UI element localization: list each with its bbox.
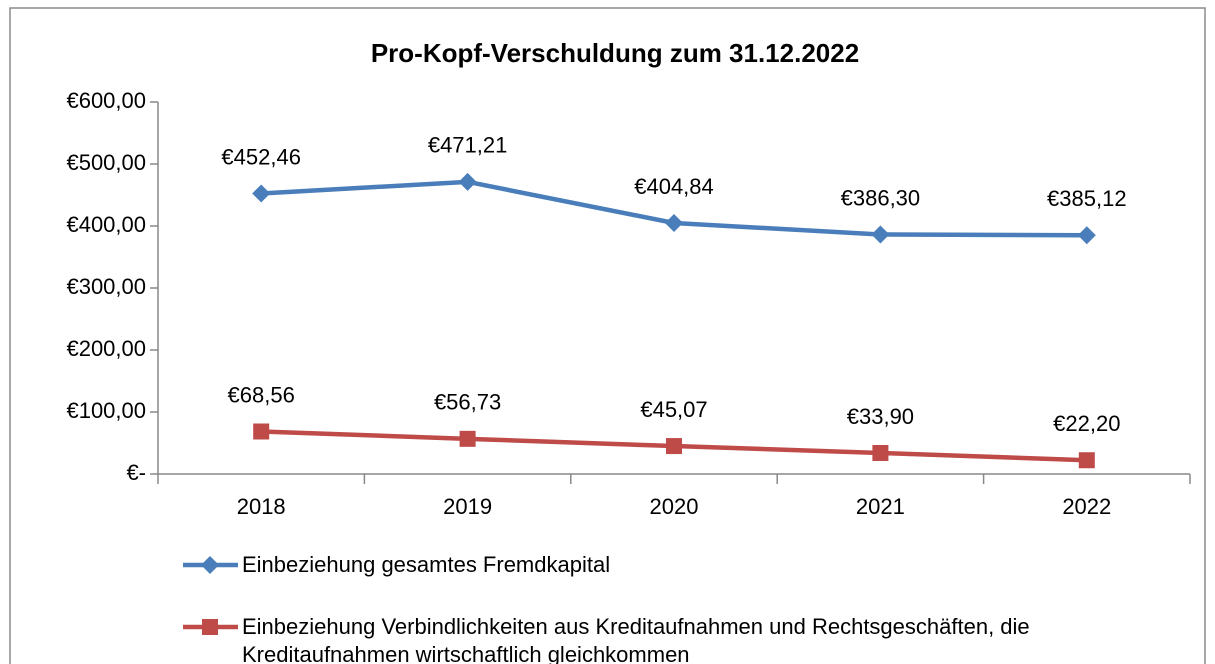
data-label: €68,56 [228, 382, 295, 407]
data-label: €45,07 [640, 397, 707, 422]
y-tick-label: €600,00 [66, 88, 146, 113]
y-tick-label: €100,00 [66, 398, 146, 423]
legend-marker [202, 619, 218, 635]
data-point [252, 184, 271, 203]
legend-label: Einbeziehung gesamtes Fremdkapital [242, 552, 611, 577]
data-point [872, 444, 889, 461]
data-point [1078, 452, 1095, 469]
data-label: €22,20 [1053, 411, 1120, 436]
data-label: €404,84 [634, 174, 714, 199]
data-point [665, 213, 683, 232]
x-tick-label: 2021 [856, 494, 905, 519]
data-point [871, 225, 890, 244]
data-point [666, 438, 682, 455]
data-point [253, 423, 270, 440]
chart-title: Pro-Kopf-Verschuldung zum 31.12.2022 [371, 38, 859, 68]
y-tick-label: €500,00 [66, 150, 146, 175]
x-tick-label: 2018 [237, 494, 286, 519]
data-point [1077, 226, 1096, 245]
data-label: €452,46 [221, 144, 301, 169]
legend-marker [201, 556, 219, 574]
data-label: €471,21 [428, 133, 508, 158]
x-tick-label: 2020 [650, 494, 699, 519]
data-point [459, 430, 476, 447]
y-tick-label: €- [126, 460, 146, 485]
y-tick-label: €200,00 [66, 336, 146, 361]
data-label: €33,90 [847, 404, 914, 429]
legend-label: Einbeziehung Verbindlichkeiten aus Kredi… [242, 614, 1030, 664]
data-label: €56,73 [434, 390, 501, 415]
y-tick-label: €400,00 [66, 212, 146, 237]
x-tick-label: 2022 [1062, 494, 1111, 519]
chart-border [9, 7, 1206, 664]
data-label: €385,12 [1047, 186, 1127, 211]
data-point [458, 172, 477, 191]
y-tick-label: €300,00 [66, 274, 146, 299]
x-tick-label: 2019 [443, 494, 492, 519]
data-label: €386,30 [841, 185, 921, 210]
